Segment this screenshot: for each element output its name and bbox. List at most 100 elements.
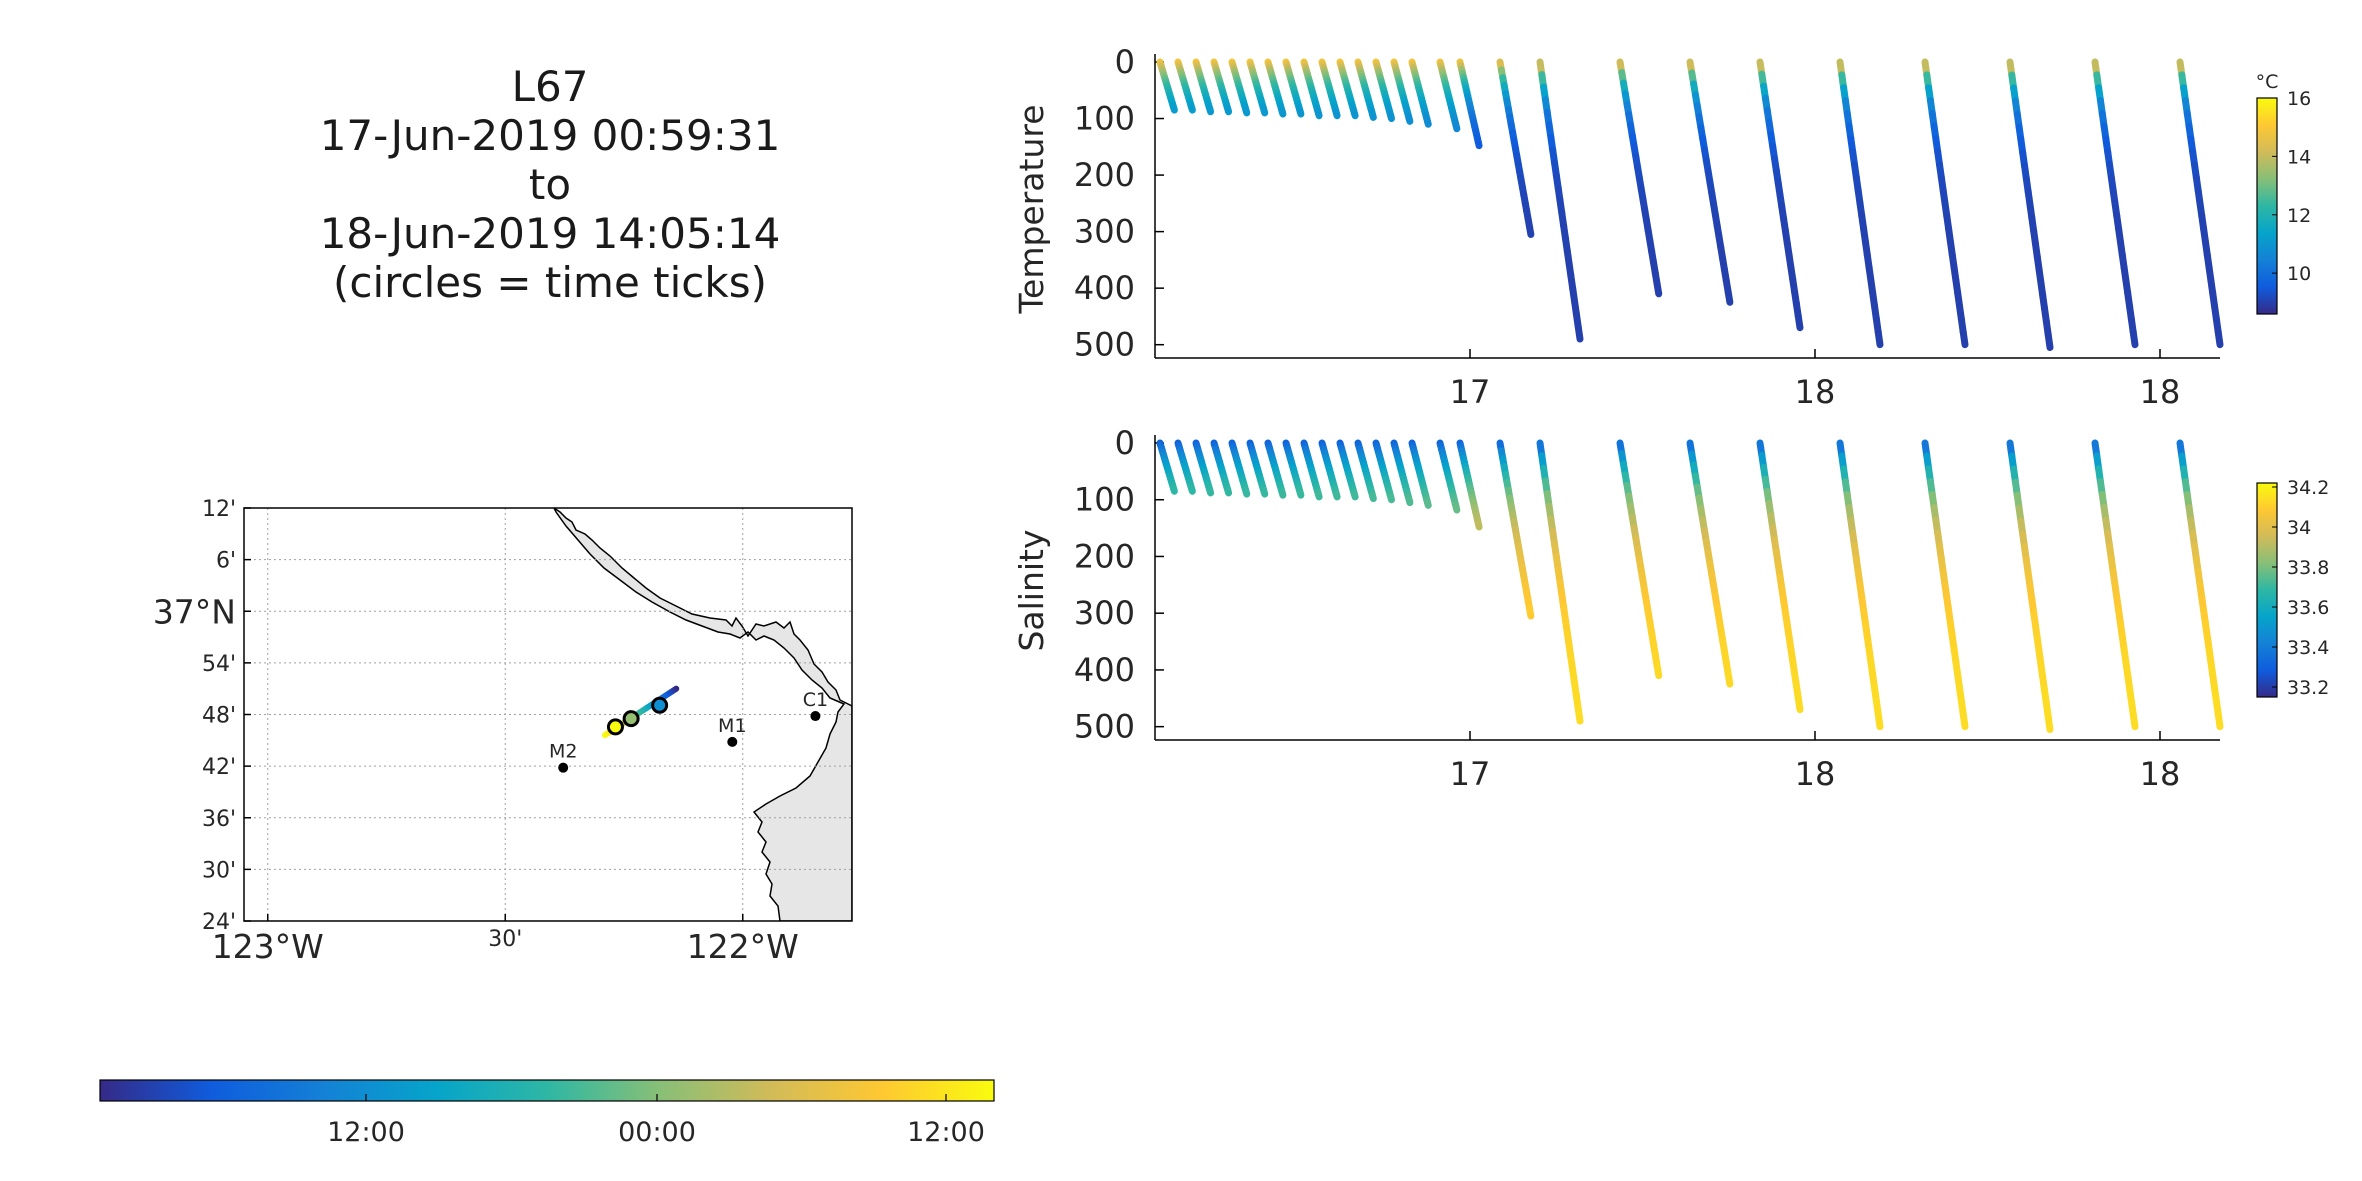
map-lat-tick-label: 6' (216, 549, 236, 574)
profile-segment (1653, 279, 1663, 298)
y-tick-label: 500 (1074, 326, 1135, 364)
profile-cast (1686, 58, 1734, 306)
profile-cast (1282, 439, 1305, 499)
map-lat-tick-label: 36' (202, 807, 236, 832)
profile-segment (1452, 503, 1461, 514)
station-marker (810, 711, 821, 722)
colorbar-tick-label: 16 (2287, 88, 2311, 110)
value-colorbar (2256, 97, 2278, 315)
value-colorbar (2256, 482, 2278, 698)
map-longitude-ticks: 123°W 30' 122°W (212, 914, 799, 966)
profile-cast (1456, 58, 1483, 150)
profile-segment (1170, 485, 1178, 495)
profile-segment (1452, 122, 1461, 133)
profile-cast (1496, 439, 1535, 620)
colorbar-tick-label: 34 (2287, 517, 2311, 539)
profile-cast (1836, 439, 1884, 731)
profile-cast (1390, 439, 1414, 507)
map-lon-tick-label: 30' (488, 927, 522, 952)
profile-segment (1653, 661, 1663, 680)
profile-cast (1436, 439, 1461, 514)
y-tick-label: 400 (1074, 651, 1135, 689)
profile-cast (1372, 439, 1395, 504)
profile-segment (1525, 604, 1535, 620)
profile-segment (1170, 104, 1178, 114)
x-tick-label: 18 (2140, 373, 2181, 411)
map-lat-tick-label: 12' (202, 497, 236, 522)
title-glider: L67 (511, 62, 589, 111)
profile-cast (1756, 58, 1804, 332)
profile-cast (1372, 58, 1395, 123)
profile-segment (2214, 710, 2224, 731)
station-marker (727, 736, 738, 747)
profile-cast (1192, 439, 1215, 497)
profile-segment (1314, 490, 1323, 501)
y-tick-label: 0 (1115, 43, 1135, 81)
profile-segment (1959, 328, 1969, 349)
profile-cast (1536, 439, 1584, 725)
station-marker (558, 762, 569, 773)
map-land (553, 508, 852, 921)
profile-segment (1296, 108, 1305, 118)
colorbar-tick-label: 12 (2287, 205, 2311, 227)
profile-segment (2044, 331, 2054, 352)
time-colorbar-tick-label: 12:00 (907, 1117, 985, 1148)
profile-segment (1724, 669, 1734, 688)
profile-cast (1756, 439, 1804, 714)
profile-cast (1496, 58, 1535, 238)
y-tick-label: 400 (1074, 269, 1135, 307)
y-tick-label: 200 (1074, 537, 1135, 575)
y-tick-label: 200 (1074, 156, 1135, 194)
profile-segment (1369, 492, 1377, 503)
profile-cast (2176, 439, 2224, 731)
profile-segment (1574, 704, 1584, 725)
profile-segment (1260, 488, 1269, 498)
time-colorbar-ticks: 12:00 00:00 12:00 (327, 1094, 985, 1148)
profile-segment (1574, 322, 1584, 343)
profile-segment (1405, 496, 1414, 507)
profile-cast (1174, 439, 1196, 495)
map-panel: 12' 6' 37°N 54' 48' 42' 36' 30' 24' 123°W 30' 122°… (153, 497, 853, 966)
figure-title: L67 17-Jun-2019 00:59:31 to 18-Jun-2019 … (250, 62, 850, 307)
profile-cast (1436, 58, 1461, 133)
profile-segment (1206, 487, 1215, 497)
y-tick-label: 300 (1074, 213, 1135, 251)
profile-cast (1921, 439, 1969, 731)
colorbar-tick-label: 34.2 (2287, 477, 2329, 499)
profile-cast (1354, 58, 1377, 121)
profile-cast (1616, 439, 1663, 680)
profile-cast (1536, 58, 1584, 343)
temperature-panel: 0 100 200 300 400 500 17 18 18 Temperature 16 14 12 1… (1012, 43, 2311, 411)
profile-cast (1264, 58, 1287, 118)
colorbar-tick-label: 33.2 (2287, 677, 2329, 699)
profile-cast (1228, 439, 1251, 498)
profile-segment (1350, 490, 1359, 501)
profile-cast (2006, 58, 2054, 352)
map-lon-tick-label: 122°W (687, 927, 799, 966)
x-tick-label: 18 (1795, 373, 1836, 411)
colorbar-unit: °C (2256, 71, 2279, 93)
map-lat-tick-label: 42' (202, 755, 236, 780)
profile-cast (1336, 439, 1359, 501)
profile-cast (1318, 58, 1341, 120)
profile-segment (1242, 107, 1251, 117)
profile-cast (1210, 58, 1233, 116)
profile-cast (1336, 58, 1359, 120)
y-tick-label: 0 (1115, 424, 1135, 462)
profile-segment (1224, 487, 1233, 497)
colorbar-tick-label: 33.6 (2287, 597, 2329, 619)
profile-segment (2129, 328, 2139, 349)
profile-segment (1405, 115, 1414, 125)
profile-cast (1192, 58, 1215, 116)
x-tick-label: 18 (2140, 755, 2181, 793)
station-label: M1 (718, 715, 746, 737)
title-end-time: 18-Jun-2019 14:05:14 (319, 209, 781, 258)
time-tick-circle (622, 710, 640, 728)
profile-segment (1332, 490, 1341, 501)
profile-segment (2044, 712, 2054, 733)
map-lon-tick-label: 123°W (212, 927, 324, 966)
profile-cast (1174, 58, 1196, 114)
profile-cast (1300, 439, 1323, 501)
map-lat-tick-label: 54' (202, 652, 236, 677)
time-colorbar-tick-label: 12:00 (327, 1117, 405, 1148)
